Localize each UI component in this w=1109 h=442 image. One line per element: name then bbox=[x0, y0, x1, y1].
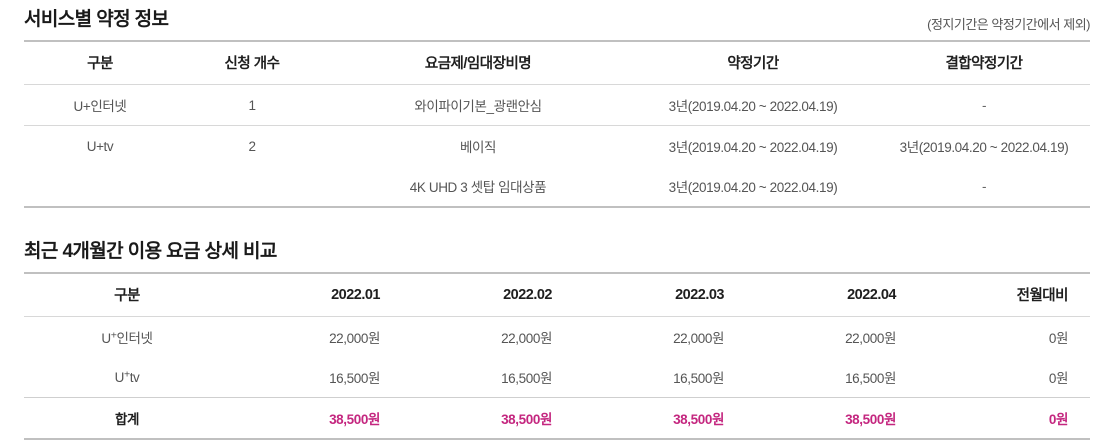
cell-division-prefix: U bbox=[114, 369, 125, 385]
fee-col-month-4: 2022.04 bbox=[746, 273, 918, 317]
cell-division: U+tv bbox=[24, 357, 230, 398]
table-row: U+인터넷 1 와이파이기본_광랜안심 3년(2019.04.20 ~ 2022… bbox=[24, 84, 1090, 126]
cell-diff: 0원 bbox=[1048, 371, 1069, 386]
fee-col-month-3-label: 2022.03 bbox=[675, 286, 724, 303]
cell-month-3: 16,500원 bbox=[673, 371, 724, 386]
cell-month-2: 16,500원 bbox=[501, 371, 552, 386]
cell-division: U+인터넷 bbox=[24, 84, 176, 126]
cell-month-1: 22,000원 bbox=[329, 331, 380, 346]
cell-total-month-1: 38,500원 bbox=[230, 397, 402, 439]
section-contract-info: 서비스별 약정 정보 (정지기간은 약정기간에서 제외) 구분 신청 개수 요금… bbox=[0, 0, 1109, 208]
contract-col-bundle-term: 결합약정기간 bbox=[878, 41, 1090, 85]
fee-comparison-table: 구분 2022.01 2022.02 2022.03 2022.04 전월대비 … bbox=[24, 272, 1090, 440]
fee-col-month-4-label: 2022.04 bbox=[847, 286, 896, 303]
cell-division bbox=[24, 166, 176, 207]
section-contract-title: 서비스별 약정 정보 bbox=[24, 9, 169, 30]
contract-col-term: 약정기간 bbox=[628, 41, 878, 85]
fee-col-diff-label: 전월대비 bbox=[1016, 288, 1069, 304]
cell-division: U+인터넷 bbox=[24, 317, 230, 358]
fee-table-head: 구분 2022.01 2022.02 2022.03 2022.04 전월대비 bbox=[24, 273, 1090, 317]
cell-month-2: 22,000원 bbox=[501, 331, 552, 346]
cell-bundle-term: 3년(2019.04.20 ~ 2022.04.19) bbox=[878, 125, 1090, 166]
cell-total-month-2: 38,500원 bbox=[402, 397, 574, 439]
superscript-plus-icon: + bbox=[123, 368, 130, 381]
fee-col-month-3: 2022.03 bbox=[574, 273, 746, 317]
section-contract-note: (정지기간은 약정기간에서 제외) bbox=[927, 17, 1090, 32]
table-row: U+tv 2 베이직 3년(2019.04.20 ~ 2022.04.19) 3… bbox=[24, 125, 1090, 166]
section-fee-title: 최근 4개월간 이용 요금 상세 비교 bbox=[24, 241, 277, 262]
fee-col-month-1-label: 2022.01 bbox=[331, 286, 380, 303]
cell-plan: 와이파이기본_광랜안심 bbox=[328, 84, 628, 126]
fee-col-month-2-label: 2022.02 bbox=[503, 286, 552, 303]
cell-bundle-term: - bbox=[878, 84, 1090, 126]
cell-count bbox=[176, 166, 328, 207]
table-row: U+인터넷 22,000원 22,000원 22,000원 22,000원 0원 bbox=[24, 317, 1090, 358]
cell-division-suffix: 인터넷 bbox=[116, 331, 153, 346]
contract-table-head: 구분 신청 개수 요금제/임대장비명 약정기간 결합약정기간 bbox=[24, 41, 1090, 85]
superscript-plus-icon: + bbox=[110, 329, 117, 342]
cell-total-diff: 0원 bbox=[918, 397, 1090, 439]
contract-info-table: 구분 신청 개수 요금제/임대장비명 약정기간 결합약정기간 U+인터넷 1 와… bbox=[24, 40, 1090, 208]
cell-term: 3년(2019.04.20 ~ 2022.04.19) bbox=[668, 180, 838, 195]
cell-plan: 4K UHD 3 셋탑 임대상품 bbox=[409, 180, 547, 195]
section-contract-header: 서비스별 약정 정보 (정지기간은 약정기간에서 제외) bbox=[0, 0, 1109, 40]
contract-col-plan: 요금제/임대장비명 bbox=[328, 41, 628, 85]
table-row: 4K UHD 3 셋탑 임대상품 3년(2019.04.20 ~ 2022.04… bbox=[24, 166, 1090, 207]
cell-count: 2 bbox=[176, 125, 328, 166]
cell-count: 1 bbox=[176, 84, 328, 126]
contract-col-count: 신청 개수 bbox=[176, 41, 328, 85]
contract-col-division: 구분 bbox=[24, 41, 176, 85]
cell-diff: 0원 bbox=[1048, 331, 1069, 346]
cell-total-label: 합계 bbox=[24, 397, 230, 439]
cell-month-3: 22,000원 bbox=[673, 331, 724, 346]
cell-month-4: 16,500원 bbox=[845, 371, 896, 386]
cell-division-suffix: tv bbox=[129, 369, 140, 385]
cell-term: 3년(2019.04.20 ~ 2022.04.19) bbox=[628, 125, 878, 166]
section-fee-header: 최근 4개월간 이용 요금 상세 비교 bbox=[0, 232, 1109, 272]
table-row: U+tv 16,500원 16,500원 16,500원 16,500원 0원 bbox=[24, 357, 1090, 398]
fee-col-diff: 전월대비 bbox=[918, 273, 1090, 317]
cell-total-month-3: 38,500원 bbox=[574, 397, 746, 439]
contract-header-row: 구분 신청 개수 요금제/임대장비명 약정기간 결합약정기간 bbox=[24, 41, 1090, 85]
fee-col-month-1: 2022.01 bbox=[230, 273, 402, 317]
cell-division-prefix: U bbox=[101, 331, 111, 346]
section-fee-comparison: 최근 4개월간 이용 요금 상세 비교 구분 2022.01 2022.02 2… bbox=[0, 232, 1109, 440]
cell-division: U+tv bbox=[24, 125, 176, 166]
fee-table-body: U+인터넷 22,000원 22,000원 22,000원 22,000원 0원… bbox=[24, 317, 1090, 439]
fee-col-division: 구분 bbox=[24, 273, 230, 317]
cell-month-1: 16,500원 bbox=[329, 371, 380, 386]
contract-table-body: U+인터넷 1 와이파이기본_광랜안심 3년(2019.04.20 ~ 2022… bbox=[24, 84, 1090, 208]
cell-plan: 베이직 bbox=[328, 125, 628, 166]
fee-col-month-2: 2022.02 bbox=[402, 273, 574, 317]
fee-header-row: 구분 2022.01 2022.02 2022.03 2022.04 전월대비 bbox=[24, 273, 1090, 317]
fee-total-row: 합계 38,500원 38,500원 38,500원 38,500원 0원 bbox=[24, 397, 1090, 439]
cell-month-4: 22,000원 bbox=[845, 331, 896, 346]
cell-bundle-term: - bbox=[981, 178, 987, 194]
cell-total-month-4: 38,500원 bbox=[746, 397, 918, 439]
cell-term: 3년(2019.04.20 ~ 2022.04.19) bbox=[628, 84, 878, 126]
